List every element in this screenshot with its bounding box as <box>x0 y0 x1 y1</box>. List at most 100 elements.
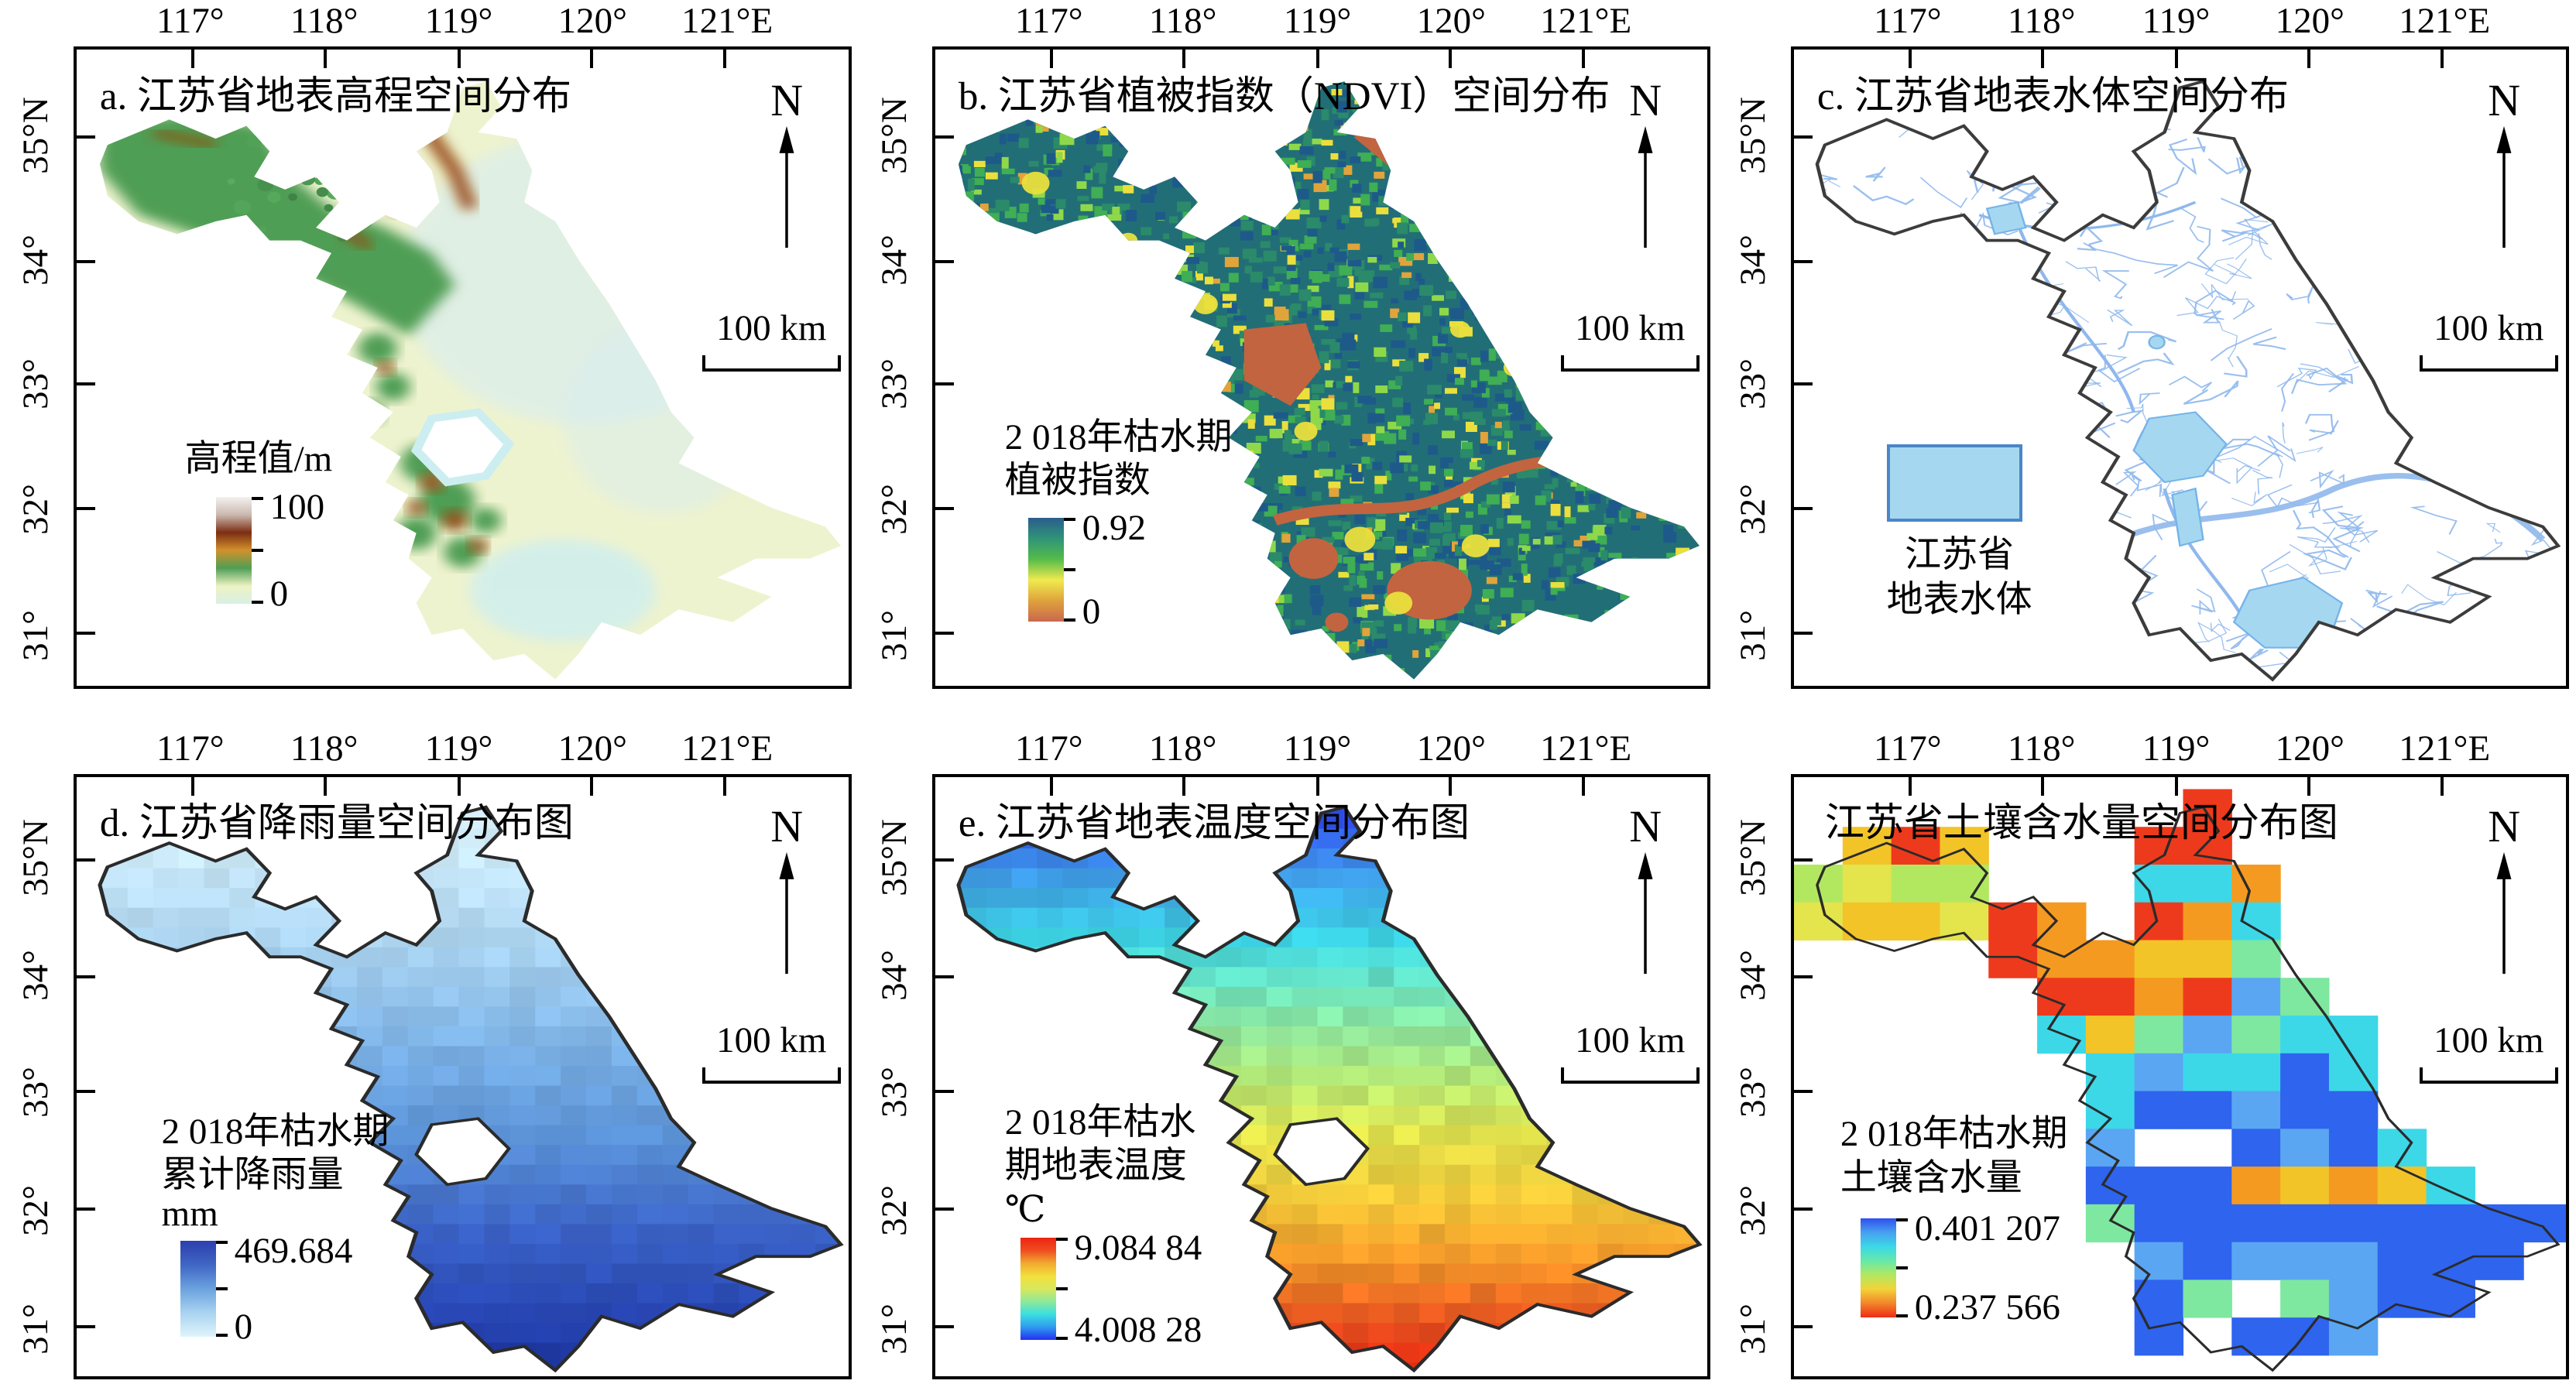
legend-title-line: 2 018年枯水期 <box>1840 1114 2068 1155</box>
x-tick-label: 118° <box>290 1 358 41</box>
y-tick-label: 32° <box>1733 484 1773 536</box>
axis-tick <box>1448 50 1452 68</box>
legend-title-line: 土壤含水量 <box>1840 1157 2022 1198</box>
y-tick-label: 31° <box>15 610 56 662</box>
x-tick-label: 117° <box>1873 728 1942 769</box>
x-tick-label: 120° <box>2275 728 2344 769</box>
scale-bar: 100 km <box>701 307 842 372</box>
panel-title: b. 江苏省植被指数（NDVI）空间分布 <box>958 75 1610 119</box>
axis-tick <box>77 259 95 263</box>
axis-tick <box>1182 50 1186 68</box>
legend-min: 0 <box>1082 591 1101 632</box>
y-tick-label: 34° <box>1733 950 1773 1002</box>
panel-a: 117° 118° 119° 120° 121°E 35°N 34° 33° 32° 31° a… <box>0 0 859 692</box>
axis-tick <box>2174 777 2178 796</box>
north-label: N <box>770 800 804 851</box>
top-axis-labels: 117° 118° 119° 120° 121°E <box>859 692 1717 774</box>
north-label: N <box>2488 800 2521 851</box>
legend-title-line: 累计降雨量 <box>161 1154 344 1195</box>
x-tick-label: 119° <box>1283 1 1352 41</box>
x-tick-label: 117° <box>1873 1 1942 41</box>
legend-min: 0 <box>234 1306 253 1347</box>
legend-title-line: ℃ <box>1004 1189 1046 1230</box>
y-tick-label: 34° <box>1733 235 1773 286</box>
temperature-map-canvas <box>956 805 1703 1373</box>
scale-bracket-icon <box>2419 355 2559 372</box>
y-tick-label: 33° <box>874 1066 914 1118</box>
legend-title-line: mm <box>161 1194 218 1235</box>
y-tick-label: 31° <box>1733 610 1773 662</box>
scale-label: 100 km <box>716 307 827 348</box>
x-tick-label: 120° <box>2275 1 2344 41</box>
panel-title: 江苏省土壤含水量空间分布图 <box>1824 802 2338 846</box>
legend-rainfall: 2 018年枯水期 累计降雨量 mm 469.684 0 <box>161 1110 389 1347</box>
legend-max: 0.92 <box>1082 508 1146 549</box>
y-tick-label: 35°N <box>874 96 914 174</box>
x-tick-label: 119° <box>2142 1 2211 41</box>
scale-bar: 100 km <box>1560 1019 1700 1084</box>
axis-tick <box>935 1208 954 1211</box>
axis-tick <box>935 858 954 862</box>
axis-tick <box>2174 50 2178 68</box>
north-arrow-icon <box>2496 851 2512 974</box>
axis-tick <box>190 50 194 68</box>
axis-tick <box>77 1208 95 1211</box>
legend-title-line: 2 018年枯水期 <box>1004 416 1233 457</box>
axis-tick <box>1908 50 1912 68</box>
axis-tick <box>2041 777 2045 796</box>
x-tick-label: 118° <box>2007 1 2076 41</box>
axis-tick <box>1049 50 1053 68</box>
y-tick-label: 33° <box>15 1066 56 1118</box>
axis-tick <box>77 1090 95 1094</box>
axis-tick <box>1794 506 1813 510</box>
panel-d: 117° 118° 119° 120° 121°E 35°N 34° 33° 32° 31° d… <box>0 692 859 1384</box>
axis-tick <box>1794 1208 1813 1211</box>
axis-tick <box>1794 382 1813 385</box>
y-tick-label: 35°N <box>15 819 56 896</box>
scale-bracket-icon <box>2419 1067 2559 1084</box>
legend-max: 0.401 207 <box>1914 1208 2060 1249</box>
x-tick-label: 120° <box>557 728 627 769</box>
legend-min: 0 <box>269 573 289 614</box>
axis-tick <box>1582 50 1586 68</box>
y-tick-label: 35°N <box>874 819 914 896</box>
panel-title: a. 江苏省地表高程空间分布 <box>99 75 572 119</box>
colorbar-soil <box>1860 1218 1908 1318</box>
north-label: N <box>1629 74 1662 125</box>
y-tick-label: 33° <box>1733 358 1773 409</box>
scale-bar: 100 km <box>2419 307 2559 372</box>
x-tick-label: 121°E <box>681 1 773 41</box>
axis-tick <box>77 135 95 139</box>
axis-tick <box>1315 777 1319 796</box>
scale-label: 100 km <box>2434 307 2544 348</box>
y-tick-label: 35°N <box>15 96 56 174</box>
y-tick-label: 32° <box>1733 1184 1773 1236</box>
scale-bar: 100 km <box>701 1019 842 1084</box>
map-plot-d: d. 江苏省降雨量空间分布图 N 100 km 2 018年枯水期 累计降雨量 … <box>74 774 852 1379</box>
x-tick-label: 118° <box>1148 728 1217 769</box>
axis-tick <box>1794 1090 1813 1094</box>
x-tick-label: 117° <box>156 728 225 769</box>
water-map-canvas <box>1815 79 2561 682</box>
map-plot-c: c. 江苏省地表水体空间分布 N 100 km 江苏省 地表水体 <box>1791 46 2569 689</box>
axis-tick <box>1908 777 1912 796</box>
axis-tick <box>935 259 954 263</box>
y-tick-label: 34° <box>15 950 56 1002</box>
map-plot-e: e. 江苏省地表温度空间分布图 N 100 km 2 018年枯水 期地表温度 … <box>932 774 1710 1379</box>
axis-tick <box>1794 975 1813 978</box>
panel-title: d. 江苏省降雨量空间分布图 <box>99 802 574 846</box>
x-tick-label: 121°E <box>2399 1 2491 41</box>
scale-bracket-icon <box>1560 1067 1700 1084</box>
colorbar-ndvi <box>1027 518 1075 622</box>
x-tick-label: 120° <box>1416 1 1486 41</box>
axis-tick <box>589 50 593 68</box>
scale-label: 100 km <box>2434 1020 2544 1061</box>
panel-b: 117° 118° 119° 120° 121°E 35°N 34° 33° 32° 31° b… <box>859 0 1717 692</box>
north-arrow: N <box>2450 800 2558 976</box>
y-tick-label: 35°N <box>1733 96 1773 174</box>
x-tick-label: 121°E <box>2399 728 2491 769</box>
y-tick-label: 33° <box>1733 1066 1773 1118</box>
axis-tick <box>2307 50 2310 68</box>
north-arrow-icon <box>2496 125 2512 248</box>
